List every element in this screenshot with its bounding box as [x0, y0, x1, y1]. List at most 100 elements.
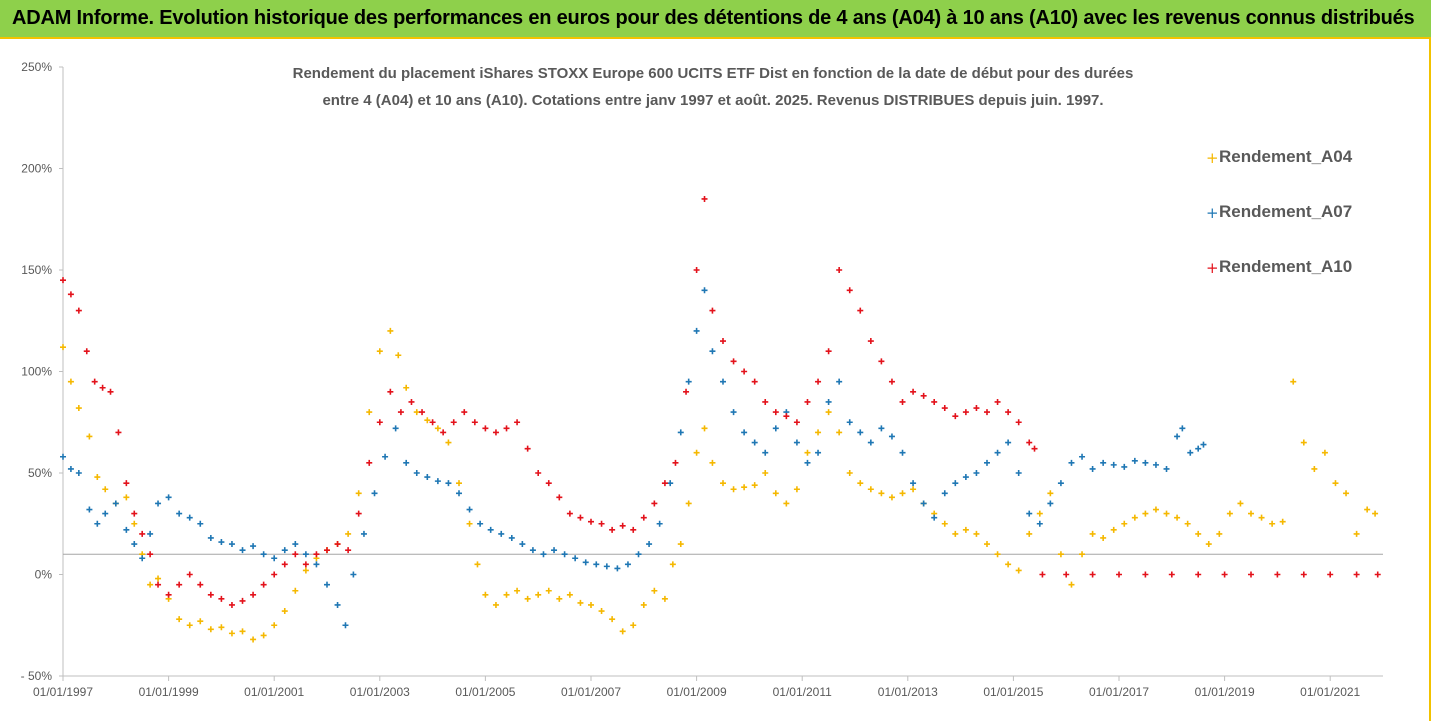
data-point — [888, 378, 895, 385]
data-point — [334, 541, 341, 548]
data-point — [228, 601, 235, 608]
data-point — [1039, 571, 1046, 578]
data-point — [392, 425, 399, 432]
data-point — [461, 409, 468, 416]
data-point — [730, 358, 737, 365]
data-point — [228, 630, 235, 637]
data-point — [466, 520, 473, 527]
legend-label-a10: Rendement_A10 — [1219, 257, 1352, 276]
data-point — [1226, 510, 1233, 517]
data-point — [440, 429, 447, 436]
data-point — [1100, 459, 1107, 466]
data-point — [910, 388, 917, 395]
data-point — [661, 480, 668, 487]
data-point — [342, 622, 349, 629]
data-point — [60, 344, 66, 351]
data-point — [176, 581, 183, 588]
legend: + Rendement_A04 + Rendement_A07 + Rendem… — [1168, 129, 1380, 294]
chart-title-line-1: Rendement du placement iShares STOXX Eur… — [293, 65, 1134, 82]
data-point — [577, 599, 584, 606]
x-tick-label: 01/01/1999 — [139, 685, 199, 699]
data-point — [1047, 500, 1054, 507]
data-point — [60, 453, 66, 460]
data-point — [962, 409, 969, 416]
data-point — [382, 453, 389, 460]
data-point — [878, 358, 885, 365]
data-point — [524, 445, 531, 452]
data-point — [1015, 567, 1022, 574]
data-point — [139, 555, 146, 562]
x-tick-label: 01/01/2001 — [244, 685, 304, 699]
data-point — [197, 618, 204, 625]
data-point — [1036, 520, 1043, 527]
data-point — [683, 388, 690, 395]
data-point — [218, 595, 225, 602]
data-point — [1205, 541, 1212, 548]
data-point — [1248, 510, 1254, 517]
data-point — [952, 480, 959, 487]
data-point — [165, 494, 172, 501]
data-point — [186, 622, 193, 629]
data-point — [147, 530, 154, 537]
x-tick-label: 01/01/2005 — [455, 685, 515, 699]
data-point — [281, 561, 288, 568]
data-point — [302, 567, 309, 574]
data-point — [1152, 506, 1159, 513]
data-point — [730, 486, 737, 493]
data-point — [139, 530, 146, 537]
data-point — [1353, 530, 1360, 537]
data-point — [709, 459, 716, 466]
data-point — [741, 429, 748, 436]
data-point — [1015, 419, 1022, 426]
data-point — [598, 608, 605, 615]
data-point — [1174, 514, 1181, 521]
x-tick-label: 01/01/2003 — [350, 685, 410, 699]
data-point — [804, 449, 811, 456]
data-point — [67, 378, 74, 385]
data-point — [888, 433, 895, 440]
data-point — [952, 413, 959, 420]
x-tick-label: 01/01/2009 — [667, 685, 727, 699]
series-Rendement_A04 — [60, 327, 1379, 643]
data-point — [524, 595, 531, 602]
data-point — [545, 480, 552, 487]
legend-marker-a04: + — [1206, 149, 1219, 167]
data-point — [545, 587, 552, 594]
data-point — [292, 587, 299, 594]
data-point — [1079, 453, 1086, 460]
data-point — [693, 267, 700, 273]
data-point — [836, 267, 843, 273]
data-point — [250, 636, 257, 643]
data-point — [751, 482, 758, 489]
data-point — [466, 506, 473, 513]
data-point — [1031, 445, 1038, 452]
data-point — [1221, 571, 1228, 578]
data-point — [603, 563, 610, 570]
data-point — [239, 597, 246, 604]
data-point — [487, 526, 494, 533]
y-tick-label: 250% — [21, 60, 52, 74]
data-point — [1121, 463, 1128, 470]
data-point — [994, 551, 1001, 558]
data-point — [825, 348, 832, 355]
data-point — [651, 500, 658, 507]
data-point — [281, 608, 288, 615]
data-point — [1131, 514, 1138, 521]
data-point — [271, 571, 278, 578]
data-point — [661, 595, 668, 602]
data-point — [1068, 581, 1075, 588]
data-point — [1374, 571, 1381, 578]
data-point — [1195, 571, 1202, 578]
data-point — [931, 514, 938, 521]
data-point — [762, 449, 769, 456]
data-point — [1237, 500, 1244, 507]
data-point — [503, 425, 510, 432]
data-point — [677, 429, 684, 436]
data-point — [1200, 441, 1207, 448]
legend-marker-a07: + — [1206, 204, 1219, 222]
data-point — [793, 439, 800, 446]
data-point — [67, 465, 74, 472]
data-point — [218, 539, 225, 546]
data-point — [271, 622, 278, 629]
data-point — [593, 561, 600, 568]
